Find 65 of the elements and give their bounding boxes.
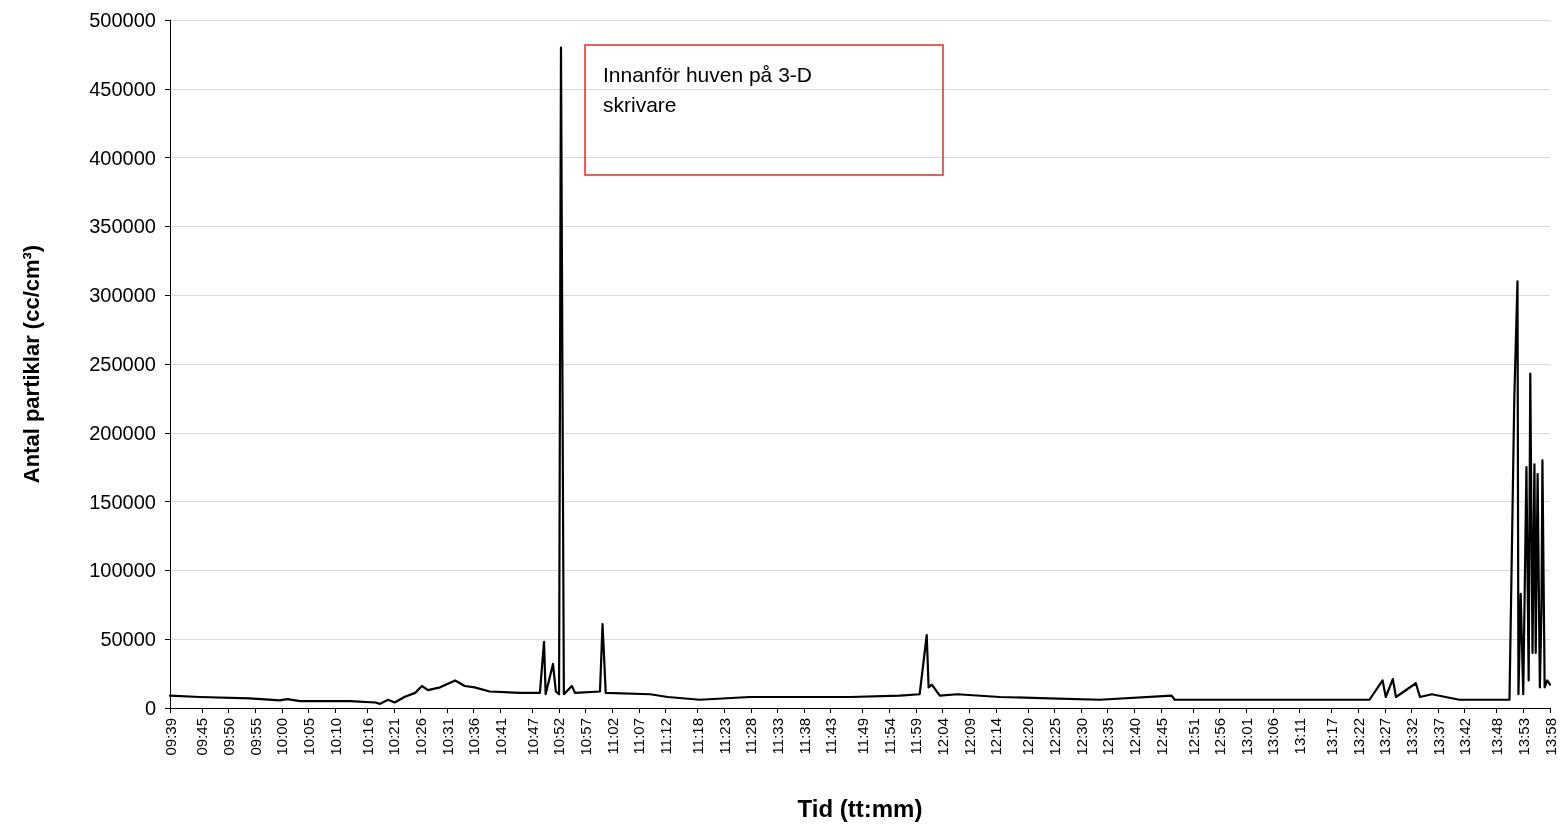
x-tick-label: 10:26 [411, 718, 429, 756]
y-tick-label: 100000 [89, 559, 156, 582]
x-tick-label: 12:56 [1211, 718, 1229, 756]
x-tick-label: 13:32 [1402, 718, 1420, 756]
x-tick-label: 11:33 [768, 718, 786, 755]
x-tick-label: 11:02 [603, 718, 621, 755]
y-axis-title: Antal partiklar (cc/cm³) [18, 244, 44, 484]
x-tick-label: 12:35 [1099, 718, 1117, 756]
x-tick-label: 13:42 [1456, 718, 1474, 756]
x-tick-label: 13:27 [1376, 718, 1394, 756]
x-tick-label: 10:36 [465, 718, 483, 756]
x-tick-label: 11:49 [854, 718, 872, 755]
y-tick-label: 300000 [89, 284, 156, 307]
x-tick-label: 13:48 [1488, 718, 1506, 756]
y-tick-label: 450000 [89, 77, 156, 100]
x-tick-label: 12:51 [1184, 718, 1202, 756]
x-tick-label: 13:22 [1349, 718, 1367, 756]
x-tick-label: 13:11 [1291, 718, 1309, 755]
x-tick-label: 10:57 [577, 718, 595, 756]
y-tick-label: 350000 [89, 215, 156, 238]
x-tick-label: 12:09 [960, 718, 978, 756]
y-tick-label: 500000 [89, 9, 156, 31]
x-tick-label: 11:18 [688, 718, 706, 755]
x-tick-label: 11:59 [907, 718, 925, 755]
y-tick-label: 400000 [89, 146, 156, 169]
y-tick-label: 200000 [89, 421, 156, 444]
x-tick-label: 11:54 [880, 718, 898, 755]
x-tick-label: 12:45 [1152, 718, 1170, 756]
y-tick-label: 50000 [100, 628, 156, 651]
x-tick-label: 10:47 [523, 718, 541, 756]
x-tick-label: 10:00 [273, 718, 291, 756]
x-tick-label: 11:38 [795, 718, 813, 755]
x-tick-label: 13:17 [1323, 718, 1341, 756]
x-tick-label: 10:10 [326, 718, 344, 756]
x-tick-label: 10:41 [491, 718, 509, 756]
x-tick-label: 13:01 [1237, 718, 1255, 756]
x-tick-label: 13:06 [1264, 718, 1282, 756]
x-tick-label: 10:16 [358, 718, 376, 756]
x-tick-label: 10:52 [550, 718, 568, 756]
x-tick-label: 12:14 [987, 718, 1005, 756]
x-axis-title: Tid (tt:mm) [797, 794, 923, 822]
x-tick-label: 13:53 [1514, 718, 1532, 756]
x-tick-label: 12:40 [1125, 718, 1143, 756]
x-tick-label: 10:31 [438, 718, 456, 756]
x-tick-label: 13:37 [1429, 718, 1447, 756]
x-tick-label: 11:28 [742, 718, 760, 755]
x-tick-label: 09:45 [193, 718, 211, 756]
x-tick-label: 12:04 [934, 718, 952, 756]
x-tick-label: 12:25 [1045, 718, 1063, 756]
y-tick-label: 150000 [89, 490, 156, 513]
x-tick-label: 12:20 [1019, 718, 1037, 756]
x-tick-label: 12:30 [1072, 718, 1090, 756]
x-tick-label: 09:39 [161, 718, 179, 756]
annotation: Innanför huven på 3-D skrivare [603, 62, 818, 116]
x-tick-label: 09:55 [246, 718, 264, 756]
x-tick-label: 10:21 [385, 718, 403, 756]
x-tick-label: 11:07 [630, 718, 648, 755]
x-tick-label: 10:05 [300, 718, 318, 756]
x-tick-label: 11:23 [715, 718, 733, 755]
x-tick-label: 11:12 [657, 718, 675, 755]
y-tick-label: 250000 [89, 353, 156, 375]
x-tick-label: 09:50 [220, 718, 238, 756]
x-tick-label: 13:58 [1541, 718, 1559, 756]
y-tick-label: 0 [144, 697, 156, 719]
x-tick-label: 11:43 [822, 718, 840, 755]
